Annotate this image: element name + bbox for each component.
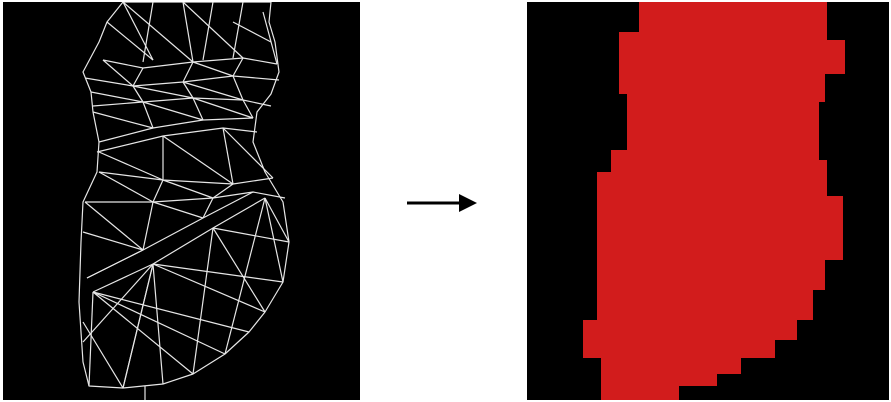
voxel-silhouette-panel — [527, 2, 889, 400]
wireframe-mesh-panel — [3, 2, 360, 400]
red-voxel-shape — [583, 2, 845, 400]
mesh-edges — [78, 2, 290, 400]
wireframe-mesh — [78, 2, 290, 400]
transform-arrow — [405, 190, 479, 216]
right-arrow-icon — [407, 194, 477, 212]
voxel-silhouette — [583, 2, 845, 400]
